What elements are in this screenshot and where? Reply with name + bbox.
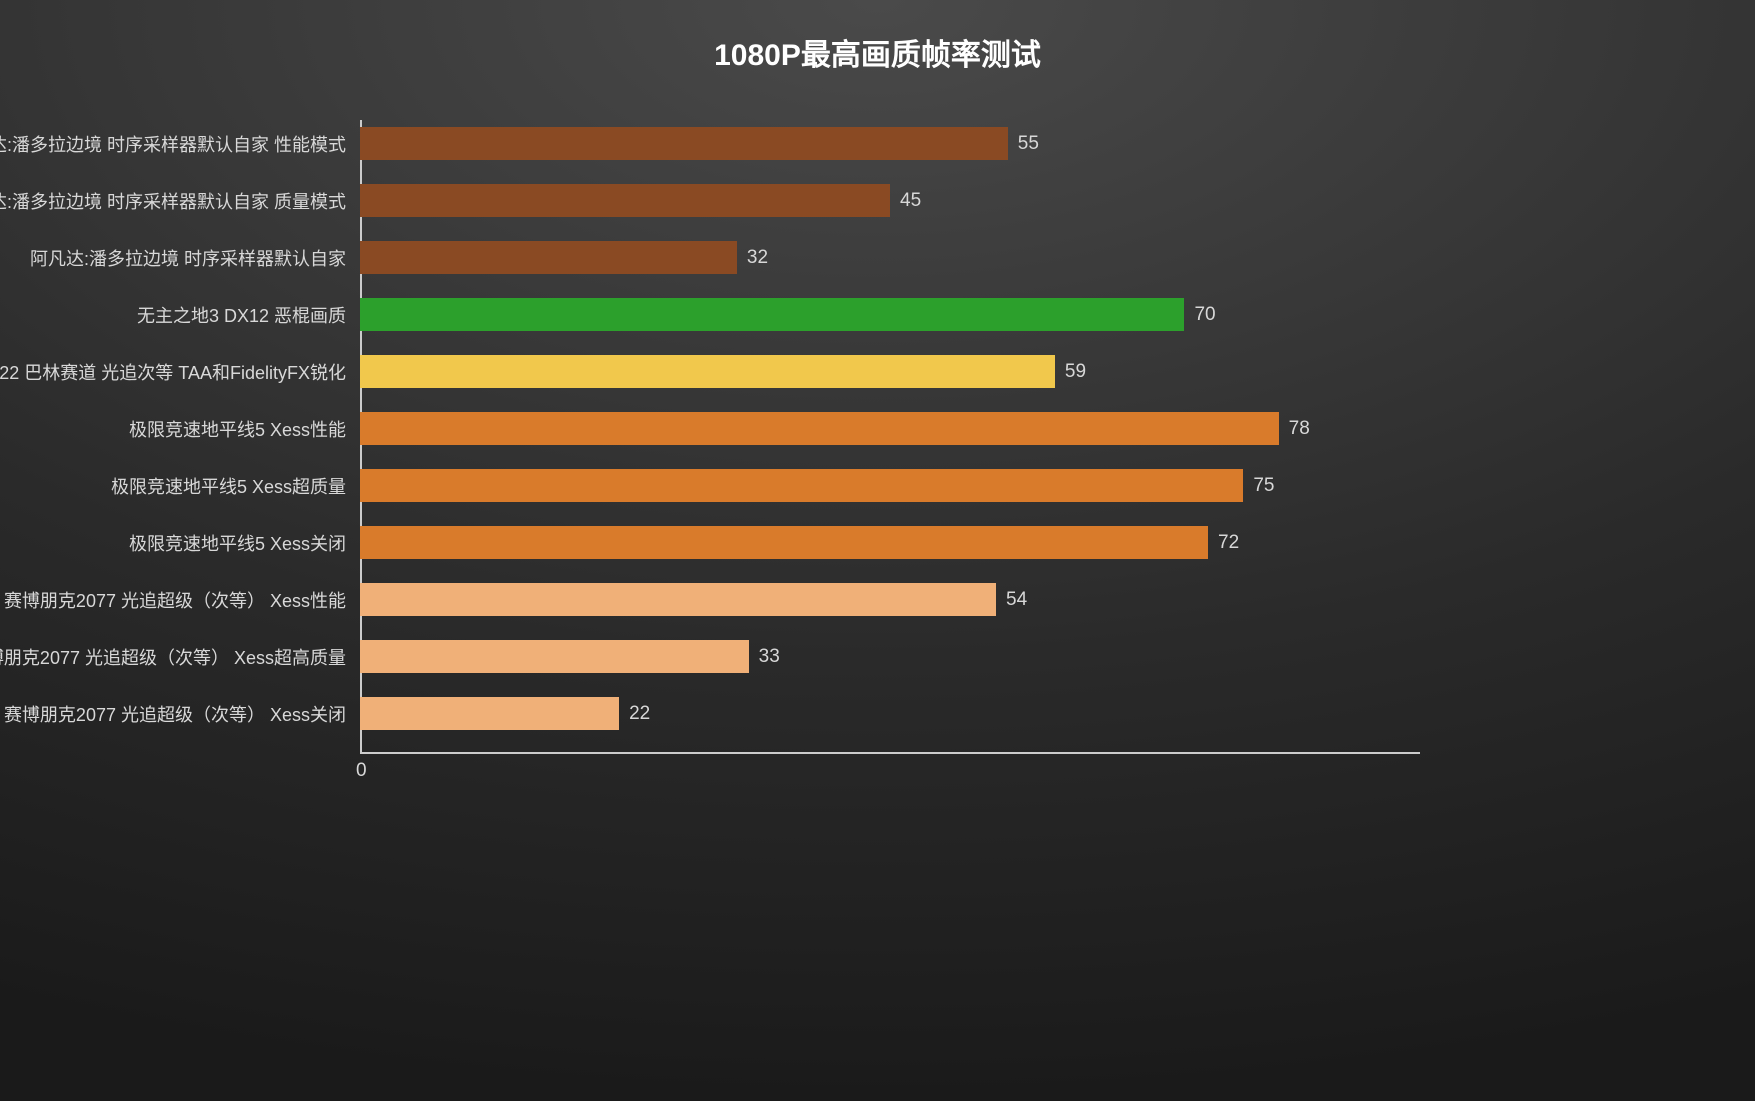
bar <box>360 526 1208 559</box>
bar-row: 阿凡达:潘多拉边境 时序采样器默认自家 质量模式45 <box>360 184 890 217</box>
bar-label: 阿凡达:潘多拉边境 时序采样器默认自家 <box>30 245 360 271</box>
bar-row: 极限竞速地平线5 Xess关闭72 <box>360 526 1208 559</box>
fps-benchmark-chart: 1080P最高画质帧率测试 0 阿凡达:潘多拉边境 时序采样器默认自家 性能模式… <box>0 0 1755 1101</box>
bar-value: 72 <box>1208 532 1239 554</box>
bar <box>360 241 737 274</box>
bar-value: 33 <box>749 646 780 668</box>
bar-label: 极限竞速地平线5 Xess超质量 <box>111 473 360 499</box>
bar-label: 极限竞速地平线5 Xess性能 <box>129 416 360 442</box>
bar-label: F1 22 巴林赛道 光追次等 TAA和FidelityFX锐化 <box>0 359 360 385</box>
bar-row: F1 22 巴林赛道 光追次等 TAA和FidelityFX锐化59 <box>360 355 1055 388</box>
bar-value: 78 <box>1279 418 1310 440</box>
bar-value: 22 <box>619 703 650 725</box>
x-axis-line <box>360 752 1420 754</box>
bar-label: 无主之地3 DX12 恶棍画质 <box>137 302 360 328</box>
bar-row: 赛博朋克2077 光追超级（次等） Xess性能54 <box>360 583 996 616</box>
bar-value: 54 <box>996 589 1027 611</box>
bar-label: 极限竞速地平线5 Xess关闭 <box>129 530 360 556</box>
bar-value: 70 <box>1184 304 1215 326</box>
axis-zero-label: 0 <box>356 760 367 782</box>
bar <box>360 355 1055 388</box>
bar-label: 阿凡达:潘多拉边境 时序采样器默认自家 质量模式 <box>0 188 360 214</box>
bar-label: 赛博朋克2077 光追超级（次等） Xess关闭 <box>4 701 360 727</box>
bar-value: 59 <box>1055 361 1086 383</box>
bar-row: 极限竞速地平线5 Xess性能78 <box>360 412 1279 445</box>
plot-area: 0 阿凡达:潘多拉边境 时序采样器默认自家 性能模式55阿凡达:潘多拉边境 时序… <box>360 120 1420 820</box>
bar <box>360 412 1279 445</box>
bar <box>360 184 890 217</box>
bar <box>360 697 619 730</box>
bar-row: 阿凡达:潘多拉边境 时序采样器默认自家 性能模式55 <box>360 127 1008 160</box>
bar-value: 45 <box>890 190 921 212</box>
bar <box>360 127 1008 160</box>
bar-value: 75 <box>1243 475 1274 497</box>
bar <box>360 298 1184 331</box>
bar-row: 赛博朋克2077 光追超级（次等） Xess关闭22 <box>360 697 619 730</box>
bar-value: 55 <box>1008 133 1039 155</box>
bar-label: 赛博朋克2077 光追超级（次等） Xess超高质量 <box>0 644 360 670</box>
bar-row: 阿凡达:潘多拉边境 时序采样器默认自家32 <box>360 241 737 274</box>
bar-row: 无主之地3 DX12 恶棍画质70 <box>360 298 1184 331</box>
bar-value: 32 <box>737 247 768 269</box>
bar <box>360 583 996 616</box>
bar <box>360 469 1243 502</box>
bar-row: 赛博朋克2077 光追超级（次等） Xess超高质量33 <box>360 640 749 673</box>
bar-label: 阿凡达:潘多拉边境 时序采样器默认自家 性能模式 <box>0 131 360 157</box>
bar <box>360 640 749 673</box>
bar-row: 极限竞速地平线5 Xess超质量75 <box>360 469 1243 502</box>
bar-label: 赛博朋克2077 光追超级（次等） Xess性能 <box>4 587 360 613</box>
chart-title: 1080P最高画质帧率测试 <box>0 30 1755 74</box>
